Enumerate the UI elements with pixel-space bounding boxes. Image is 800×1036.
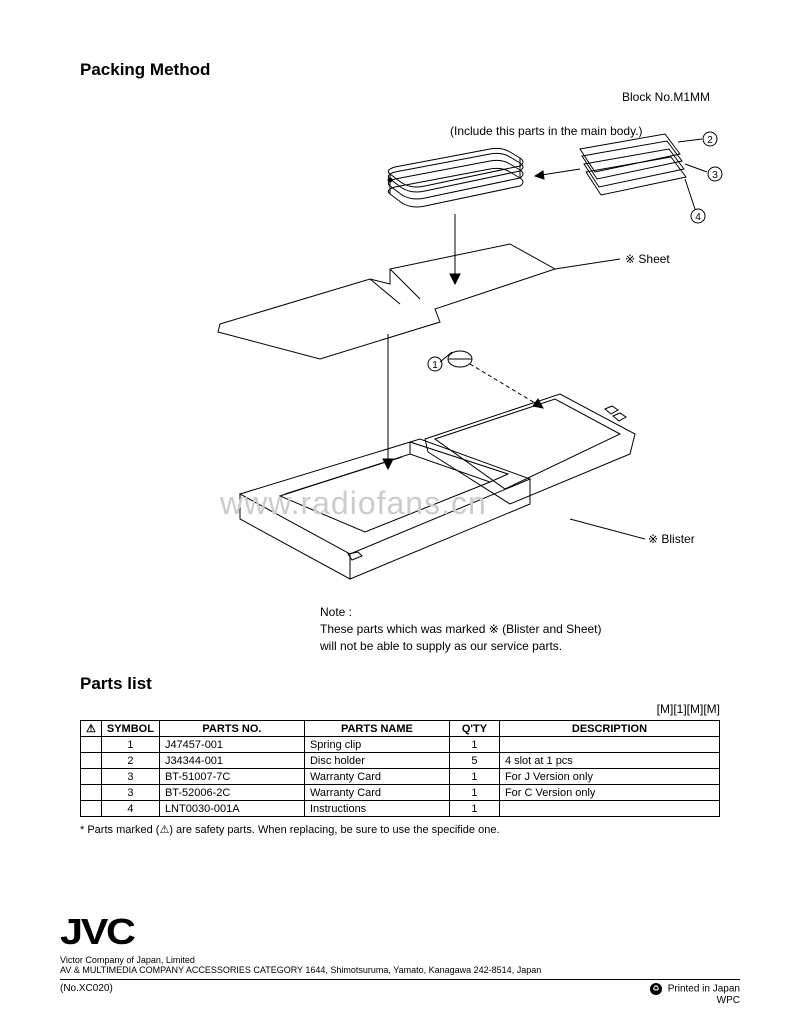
sheet-label: ※ Sheet bbox=[625, 252, 670, 266]
note-line2: will not be able to supply as our servic… bbox=[320, 638, 720, 655]
cell-pno: BT-52006-2C bbox=[159, 785, 304, 801]
cell-name: Spring clip bbox=[304, 737, 449, 753]
cell-sym: 2 bbox=[101, 753, 159, 769]
packing-method-heading: Packing Method bbox=[80, 60, 740, 80]
callout-3-num: 3 bbox=[712, 170, 718, 181]
note-title: Note : bbox=[320, 604, 720, 621]
th-symbol: SYMBOL bbox=[101, 721, 159, 737]
cell-name: Warranty Card bbox=[304, 785, 449, 801]
note-block: Note : These parts which was marked ※ (B… bbox=[320, 604, 720, 654]
blister-label: ※ Blister bbox=[648, 532, 695, 546]
cell-warn bbox=[81, 769, 102, 785]
table-row: 4 LNT0030-001A Instructions 1 bbox=[81, 801, 720, 817]
callout-2-num: 2 bbox=[707, 135, 713, 146]
th-qty: Q'TY bbox=[449, 721, 499, 737]
cell-qty: 1 bbox=[449, 801, 499, 817]
th-parts-name: PARTS NAME bbox=[304, 721, 449, 737]
cell-desc: For J Version only bbox=[499, 769, 719, 785]
cell-pno: BT-51007-7C bbox=[159, 769, 304, 785]
block-no: Block No.M1MM bbox=[80, 90, 740, 104]
doc-number: (No.XC020) bbox=[60, 983, 113, 1006]
table-header-row: ⚠ SYMBOL PARTS NO. PARTS NAME Q'TY DESCR… bbox=[81, 721, 720, 737]
note-line1: These parts which was marked ※ (Blister … bbox=[320, 621, 720, 638]
diagram-svg: 2 3 4 1 bbox=[90, 124, 730, 594]
callout-4-num: 4 bbox=[695, 212, 701, 223]
cell-sym: 3 bbox=[101, 769, 159, 785]
printed-block: ♻ Printed in Japan WPC bbox=[650, 983, 740, 1006]
table-row: 2 J34344-001 Disc holder 5 4 slot at 1 p… bbox=[81, 753, 720, 769]
safety-footnote: * Parts marked (⚠) are safety parts. Whe… bbox=[80, 823, 740, 836]
recycle-icon: ♻ bbox=[650, 983, 662, 995]
cell-desc: For C Version only bbox=[499, 785, 719, 801]
cell-sym: 1 bbox=[101, 737, 159, 753]
cell-qty: 1 bbox=[449, 737, 499, 753]
cell-name: Warranty Card bbox=[304, 769, 449, 785]
page-footer: JVC Victor Company of Japan, Limited AV … bbox=[60, 911, 740, 1006]
cell-qty: 5 bbox=[449, 753, 499, 769]
jvc-logo: JVC bbox=[60, 911, 800, 953]
wpc: WPC bbox=[650, 995, 740, 1006]
cell-pno: J34344-001 bbox=[159, 753, 304, 769]
th-desc: DESCRIPTION bbox=[499, 721, 719, 737]
cell-name: Instructions bbox=[304, 801, 449, 817]
table-row: 3 BT-52006-2C Warranty Card 1 For C Vers… bbox=[81, 785, 720, 801]
callout-1-num: 1 bbox=[432, 360, 438, 371]
cell-pno: LNT0030-001A bbox=[159, 801, 304, 817]
cell-desc bbox=[499, 801, 719, 817]
cell-desc bbox=[499, 737, 719, 753]
cell-warn bbox=[81, 737, 102, 753]
cell-warn bbox=[81, 753, 102, 769]
parts-list-heading: Parts list bbox=[80, 674, 740, 694]
cell-qty: 1 bbox=[449, 769, 499, 785]
cell-sym: 3 bbox=[101, 785, 159, 801]
column-code: [M][1][M][M] bbox=[80, 702, 740, 716]
table-row: 1 J47457-001 Spring clip 1 bbox=[81, 737, 720, 753]
cell-qty: 1 bbox=[449, 785, 499, 801]
footer-company: Victor Company of Japan, Limited bbox=[60, 955, 740, 965]
packing-diagram: (Include this parts in the main body.) bbox=[90, 124, 730, 594]
cell-warn bbox=[81, 785, 102, 801]
cell-desc: 4 slot at 1 pcs bbox=[499, 753, 719, 769]
th-parts-no: PARTS NO. bbox=[159, 721, 304, 737]
footer-address: AV & MULTIMEDIA COMPANY ACCESSORIES CATE… bbox=[60, 965, 740, 980]
cell-sym: 4 bbox=[101, 801, 159, 817]
cell-warn bbox=[81, 801, 102, 817]
printed-in: Printed in Japan bbox=[668, 984, 740, 995]
cell-pno: J47457-001 bbox=[159, 737, 304, 753]
table-row: 3 BT-51007-7C Warranty Card 1 For J Vers… bbox=[81, 769, 720, 785]
parts-table: ⚠ SYMBOL PARTS NO. PARTS NAME Q'TY DESCR… bbox=[80, 720, 720, 817]
th-warn: ⚠ bbox=[81, 721, 102, 737]
cell-name: Disc holder bbox=[304, 753, 449, 769]
